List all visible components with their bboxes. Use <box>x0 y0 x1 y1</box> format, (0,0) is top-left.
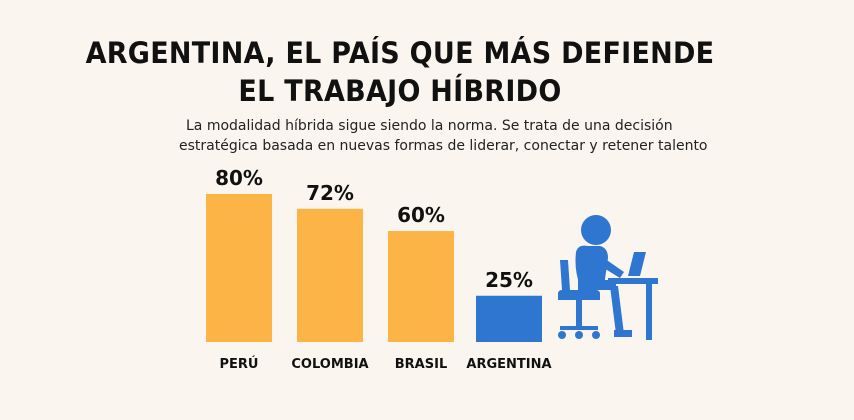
category-label-0: PERÚ <box>220 356 259 372</box>
subtitle-line-2: estratégica basada en nuevas formas de l… <box>179 138 708 154</box>
chart-title: ARGENTINA, EL PAÍS QUE MÁS DEFIENDE EL T… <box>28 34 772 110</box>
bar-1 <box>297 208 363 342</box>
value-label-3: 25% <box>485 268 533 292</box>
bar-2 <box>388 231 454 342</box>
subtitle-line-1: La modalidad híbrida sigue siendo la nor… <box>186 118 673 134</box>
title-line-2: EL TRABAJO HÍBRIDO <box>238 74 562 108</box>
value-label-0: 80% <box>215 166 263 190</box>
bar-3 <box>476 295 542 342</box>
title-line-1: ARGENTINA, EL PAÍS QUE MÁS DEFIENDE <box>85 36 715 70</box>
bar-0 <box>206 194 272 342</box>
category-label-2: BRASIL <box>395 357 447 372</box>
value-label-1: 72% <box>306 181 354 205</box>
value-label-2: 60% <box>397 203 445 227</box>
person-at-desk-computer-icon <box>558 215 658 340</box>
category-label-1: COLOMBIA <box>291 357 368 372</box>
category-label-3: ARGENTINA <box>466 357 551 372</box>
